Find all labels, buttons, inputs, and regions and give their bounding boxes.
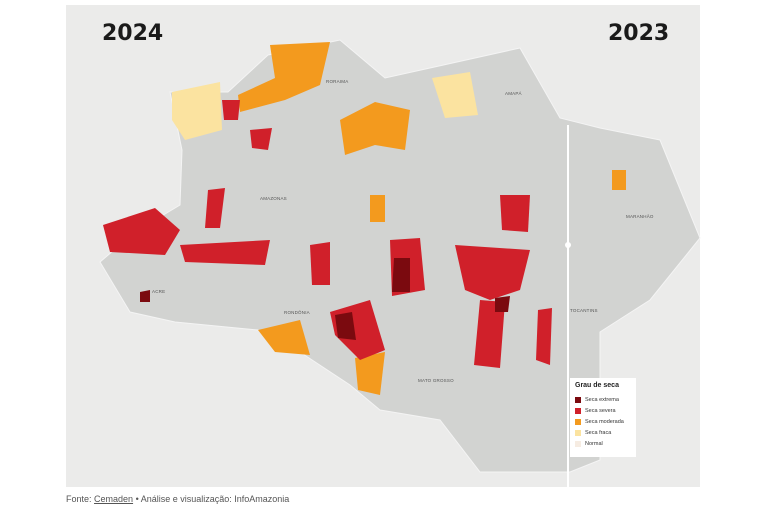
legend-label: Seca extrema <box>585 396 619 403</box>
legend-label: Seca fraca <box>585 429 612 436</box>
legend-swatch <box>575 429 581 436</box>
legend-item: Seca severa <box>575 405 631 416</box>
state-label: AMAPÁ <box>505 90 522 96</box>
legend-title: Grau de seca <box>575 382 619 389</box>
state-label: MATO GROSSO <box>418 378 454 383</box>
severe-area <box>103 208 180 255</box>
extreme-area <box>392 258 410 292</box>
divider-handle <box>565 242 571 248</box>
drought-areas <box>103 42 626 395</box>
legend-swatch <box>575 407 581 414</box>
state-label: RONDÔNIA <box>284 309 310 315</box>
legend-item: Seca extrema <box>575 394 631 405</box>
severe-area <box>474 300 505 368</box>
moderate-area <box>612 170 626 190</box>
moderate-area <box>340 102 410 155</box>
severe-area <box>180 240 270 265</box>
legend-item: Seca fraca <box>575 427 631 438</box>
legend-swatch <box>575 418 581 425</box>
extreme-area <box>335 312 356 340</box>
footer: Fonte: Cemaden • Análise e visualização:… <box>66 494 289 504</box>
moderate-area <box>370 195 385 222</box>
moderate-area <box>355 352 385 395</box>
severe-area <box>536 308 552 365</box>
moderate-area <box>258 320 310 355</box>
state-label: MARANHÃO <box>626 213 654 219</box>
weak-area <box>172 82 222 140</box>
state-label: RORAIMA <box>326 79 348 84</box>
severe-area <box>310 242 330 285</box>
legend-item: Normal <box>575 438 631 449</box>
moderate-area <box>238 42 330 112</box>
source-prefix: Fonte: <box>66 494 92 504</box>
legend-label: Normal <box>585 440 603 447</box>
state-label: ACRE <box>152 289 165 294</box>
source-link[interactable]: Cemaden <box>94 494 134 504</box>
legend-swatch <box>575 440 581 447</box>
legend-swatch <box>575 396 581 403</box>
extreme-area <box>140 290 150 302</box>
state-label: AMAZONAS <box>260 196 287 201</box>
legend-items: Seca extrema Seca severa Seca moderada Seca… <box>575 394 631 449</box>
severe-area <box>222 100 240 120</box>
weak-area <box>432 72 478 118</box>
severe-area <box>250 128 272 150</box>
legend-label: Seca moderada <box>585 418 624 425</box>
legend-label: Seca severa <box>585 407 616 414</box>
severe-area <box>455 245 530 300</box>
state-label: TOCANTINS <box>570 308 598 313</box>
severe-area <box>205 188 225 228</box>
credit: • Análise e visualização: InfoAmazonia <box>135 494 290 504</box>
legend-item: Seca moderada <box>575 416 631 427</box>
right-year: 2023 <box>608 21 669 46</box>
left-year: 2024 <box>102 21 163 46</box>
severe-area <box>500 195 530 232</box>
legend: Grau de seca Seca extrema Seca severa Seca… <box>570 378 636 457</box>
extreme-area <box>495 296 510 312</box>
